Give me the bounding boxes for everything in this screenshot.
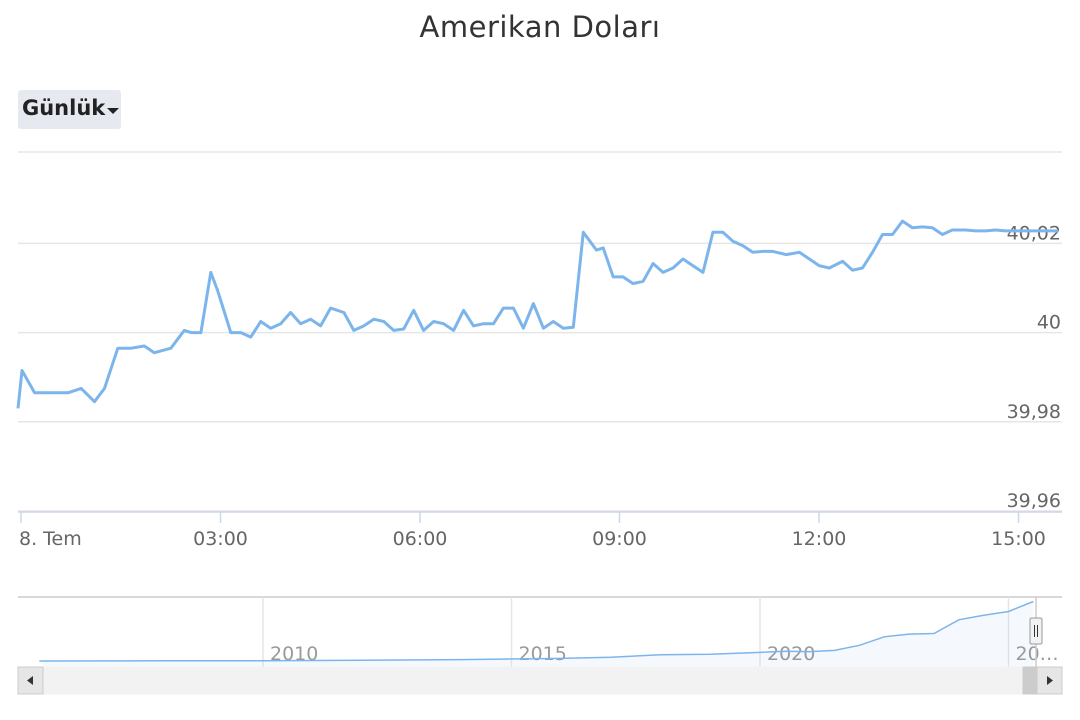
caret-down-icon	[107, 108, 119, 114]
navigator-tick-label: 20…	[1016, 643, 1059, 665]
navigator-handle-right[interactable]	[1029, 617, 1043, 645]
x-tick-label: 12:00	[792, 528, 847, 550]
series-line[interactable]	[16, 219, 1059, 409]
y-tick-label: 39,96	[1007, 490, 1061, 512]
arrow-left-icon	[27, 676, 33, 685]
y-tick-label: 40	[1037, 312, 1061, 334]
x-axis: 8. Tem 03:00 06:00 09:00 12:00 15:00	[18, 511, 1062, 550]
x-tick-label: 15:00	[991, 528, 1046, 550]
scrollbar-thumb[interactable]	[1022, 666, 1038, 695]
navigator[interactable]: 2010 2015 2020 20…	[18, 596, 1062, 667]
series-group[interactable]	[16, 219, 1059, 409]
grid-lines	[18, 151, 1062, 512]
navigator-tick-label: 2010	[270, 643, 318, 665]
navigator-line	[39, 600, 1034, 662]
navigator-area	[39, 601, 1034, 667]
y-tick-label: 40,02	[1007, 222, 1061, 244]
arrow-right-icon	[1047, 676, 1053, 685]
y-tick-label: 39,98	[1007, 401, 1061, 423]
scrollbar-right-button[interactable]	[1036, 666, 1063, 695]
scrollbar[interactable]	[17, 666, 1063, 695]
x-tick-label: 09:00	[592, 528, 647, 550]
x-tick-label: 06:00	[393, 528, 448, 550]
x-tick-label: 8. Tem	[19, 528, 82, 550]
scrollbar-track[interactable]	[17, 666, 1063, 695]
navigator-tick-label: 2020	[767, 643, 815, 665]
chart-title: Amerikan Doları	[419, 10, 661, 44]
y-axis-labels: 39,96 39,98 40 40,02	[1007, 222, 1061, 512]
range-selector-button[interactable]: Günlük	[18, 90, 121, 129]
x-tick-label: 03:00	[193, 528, 248, 550]
range-selector-label: Günlük	[22, 96, 106, 120]
